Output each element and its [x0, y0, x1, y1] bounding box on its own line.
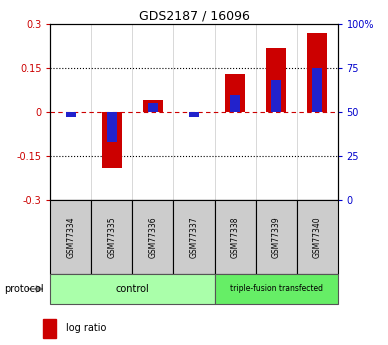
Text: GSM77335: GSM77335 [107, 216, 116, 258]
Text: control: control [116, 284, 149, 294]
Text: GSM77334: GSM77334 [66, 216, 75, 258]
Bar [296, 200, 338, 274]
Bar [215, 200, 256, 274]
Text: protocol: protocol [4, 284, 43, 294]
Bar [148, 104, 158, 112]
Bar [107, 112, 117, 142]
Bar [225, 74, 245, 112]
Bar [230, 95, 240, 112]
Bar [312, 68, 322, 112]
Text: GSM77338: GSM77338 [230, 216, 239, 258]
Title: GDS2187 / 16096: GDS2187 / 16096 [139, 10, 249, 23]
Bar [256, 200, 296, 274]
Bar [50, 274, 215, 304]
Text: log ratio: log ratio [66, 324, 106, 333]
Bar [102, 112, 122, 168]
Bar [173, 200, 215, 274]
Text: triple-fusion transfected: triple-fusion transfected [230, 284, 322, 294]
Bar [92, 200, 132, 274]
Bar [143, 100, 163, 112]
Bar [66, 112, 76, 117]
Text: GSM77340: GSM77340 [313, 216, 322, 258]
Text: GSM77336: GSM77336 [149, 216, 158, 258]
Text: GSM77339: GSM77339 [272, 216, 281, 258]
Bar [43, 319, 57, 338]
Text: GSM77337: GSM77337 [189, 216, 199, 258]
Bar [132, 200, 173, 274]
Bar [215, 274, 338, 304]
Bar [50, 200, 92, 274]
Bar [266, 48, 286, 112]
Bar [189, 112, 199, 117]
Bar [271, 80, 281, 112]
Bar [307, 33, 327, 112]
